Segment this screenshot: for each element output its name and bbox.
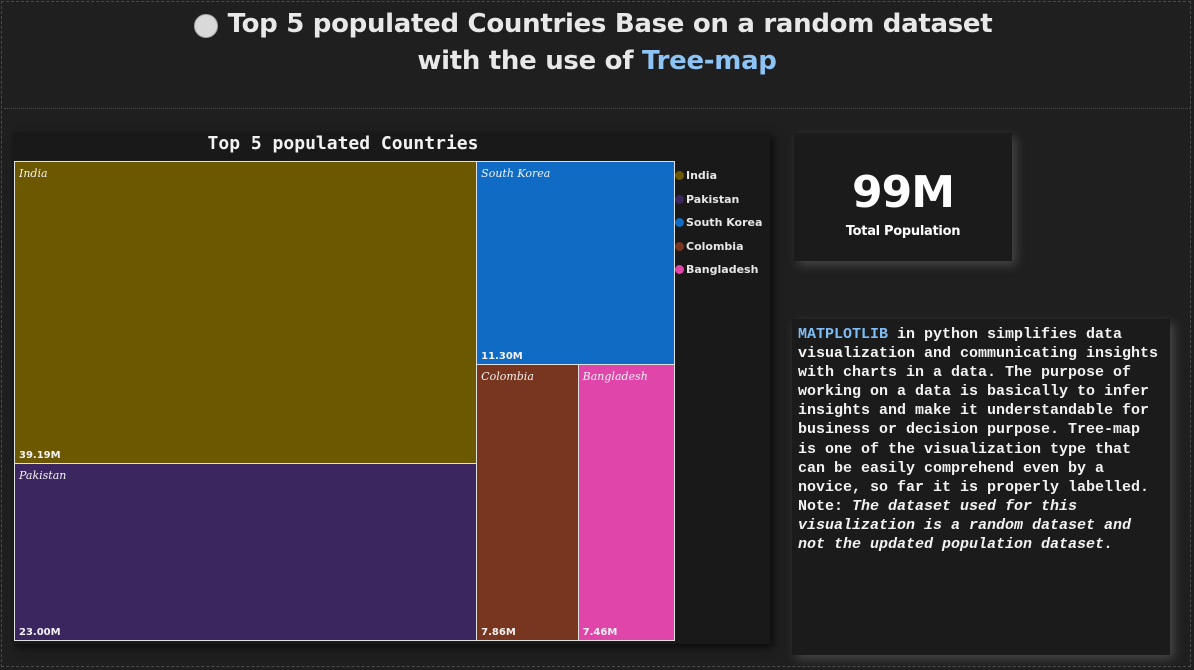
legend-item: Colombia <box>675 235 765 259</box>
treemap-tile-value: 39.19M <box>19 449 61 461</box>
chart-legend: India Pakistan South Korea Colombia Banglade… <box>675 164 765 282</box>
treemap-tile-value: 11.30M <box>481 351 523 363</box>
treemap-tile-colombia: Colombia 7.86M <box>476 364 579 641</box>
legend-item: South Korea <box>675 211 765 235</box>
treemap-tile-value: 23.00M <box>19 626 61 638</box>
legend-label: India <box>686 169 717 183</box>
kpi-label: Total Population <box>845 224 961 239</box>
legend-swatch-icon <box>675 218 684 228</box>
treemap-tile-india: India 39.19M <box>14 161 478 464</box>
legend-label: Bangladesh <box>686 263 759 277</box>
treemap-tile-value: 7.46M <box>582 626 618 638</box>
treemap-tile-label: Pakistan <box>19 468 67 482</box>
header-title-text: Top 5 populated Countries Base on a rand… <box>227 9 993 39</box>
treemap-tile-label: South Korea <box>481 167 551 180</box>
treemap-tile-value: 7.86M <box>481 626 516 638</box>
header-line-1: Top 5 populated Countries Base on a rand… <box>193 6 993 43</box>
legend-label: Colombia <box>686 239 744 253</box>
treemap-tile-label: India <box>19 167 48 180</box>
treemap-tile-label: Bangladesh <box>582 370 648 384</box>
chart-title: Top 5 populated Countries <box>207 133 479 154</box>
treemap-tile-bangladesh: Bangladesh 7.46M <box>577 364 675 641</box>
legend-item: Bangladesh <box>675 258 765 282</box>
treemap-tile-pakistan: Pakistan 23.00M <box>14 462 478 641</box>
kpi-value: 99M <box>851 167 955 218</box>
legend-item: India <box>675 164 765 188</box>
description-note-text: The dataset used for this visualization … <box>798 497 1132 554</box>
legend-swatch-icon <box>675 171 684 181</box>
kpi-card: 99M Total Population <box>794 133 1012 261</box>
circle-icon <box>193 14 218 38</box>
legend-swatch-icon <box>675 265 684 275</box>
description-highlight: MATPLOTLIB <box>798 326 889 343</box>
legend-item: Pakistan <box>675 188 765 212</box>
page-header: Top 5 populated Countries Base on a rand… <box>0 6 1194 80</box>
header-line-2: with the use of Tree-map <box>0 43 1194 80</box>
description-note-label: Note: <box>798 497 853 515</box>
treemap-tile-label: Colombia <box>481 370 534 384</box>
treemap-tile-south-korea: South Korea 11.30M <box>476 161 675 366</box>
description-body: in python simplifies data visualization … <box>798 326 1159 496</box>
legend-label: South Korea <box>686 216 763 230</box>
legend-swatch-icon <box>675 194 684 204</box>
description-card: MATPLOTLIB in python simplifies data vis… <box>792 319 1170 655</box>
header-subtitle-prefix: with the use of <box>417 46 643 76</box>
legend-label: Pakistan <box>686 192 740 206</box>
header-divider <box>4 108 1190 109</box>
header-subtitle-accent: Tree-map <box>642 46 777 76</box>
legend-swatch-icon <box>675 241 684 251</box>
